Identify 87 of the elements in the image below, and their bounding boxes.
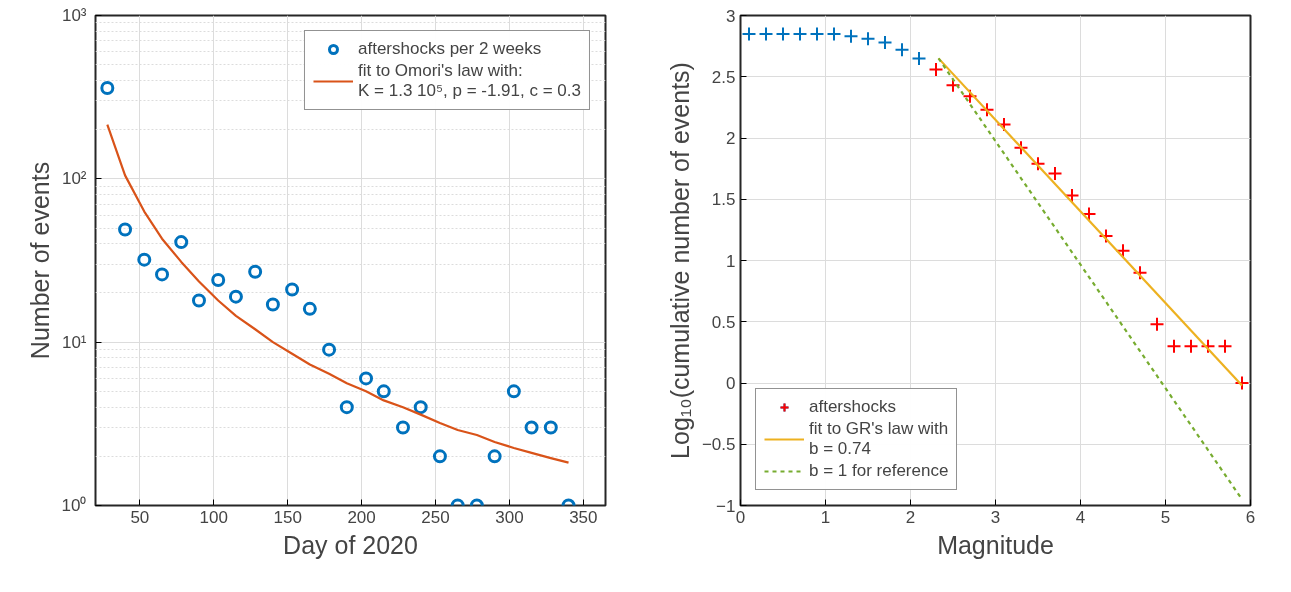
point [877, 34, 893, 50]
x-tick-label: 200 [347, 507, 376, 527]
point [432, 449, 447, 464]
point [911, 50, 927, 66]
point [339, 400, 354, 415]
point [1115, 243, 1131, 259]
x-axis-title: Magnitude [937, 530, 1054, 559]
y-tick-label: 10³ [61, 6, 87, 25]
point [741, 26, 757, 42]
x-tick-label: 3 [990, 507, 1001, 527]
point [174, 235, 189, 250]
y-tick-label: 1.5 [711, 190, 736, 210]
point [100, 80, 115, 95]
point [1166, 338, 1182, 354]
y-tick-label: 10⁰ [61, 496, 87, 515]
point [758, 26, 774, 42]
point [1132, 265, 1148, 281]
y-tick-label: 0.5 [711, 312, 736, 332]
x-tick-label: 5 [1160, 507, 1171, 527]
y-tick-label: −1 [716, 496, 736, 516]
point [928, 61, 944, 77]
x-axis-title: Day of 2020 [283, 530, 418, 559]
point [413, 400, 428, 415]
point [894, 42, 910, 58]
point [248, 264, 263, 279]
point [996, 117, 1012, 133]
y-tick-label: 10² [61, 169, 87, 189]
point [359, 371, 374, 386]
point [1234, 375, 1250, 391]
y-tick-label: 2 [726, 129, 736, 148]
point [1149, 316, 1165, 332]
point [1200, 338, 1216, 354]
point [137, 252, 152, 267]
point [809, 26, 825, 42]
point [118, 222, 133, 237]
point [228, 289, 243, 304]
point [775, 26, 791, 42]
point [1030, 156, 1046, 172]
point [1081, 206, 1097, 222]
point [191, 293, 206, 308]
x-tick-label: 350 [569, 507, 598, 527]
x-tick-label: 2 [905, 507, 916, 527]
point [506, 384, 521, 399]
x-tick-label: 1 [820, 507, 831, 527]
point [487, 449, 502, 464]
point [302, 301, 317, 316]
point [1013, 140, 1029, 156]
y-tick-label: −0.5 [701, 435, 736, 455]
point [1098, 228, 1114, 244]
point [211, 273, 226, 288]
point [860, 31, 876, 47]
x-tick-label: 6 [1245, 507, 1256, 527]
line-series [106, 123, 570, 464]
point [1047, 166, 1063, 182]
y-tick-label: 10¹ [61, 332, 87, 352]
point [826, 26, 842, 42]
x-tick-label: 300 [495, 507, 524, 527]
y-tick-label: 0 [726, 374, 736, 393]
point [155, 267, 170, 282]
x-tick-label: 250 [421, 507, 450, 527]
y-tick-label: 1 [726, 251, 736, 271]
point [843, 28, 859, 44]
y-axis-title: Log₁₀(cumulative number of events) [665, 62, 694, 459]
point [322, 342, 337, 357]
x-tick-label: 4 [1075, 507, 1086, 527]
point [395, 420, 410, 435]
x-tick-label: 50 [130, 507, 150, 527]
y-tick-label: 3 [726, 6, 736, 26]
point [1217, 338, 1233, 354]
x-tick-label: 150 [273, 507, 302, 527]
legend-label: fit to Omori's law with: K = 1.3 10⁵, p = -1.91, c = 0.3 [357, 61, 581, 101]
legend-label: b = 1 for reference [809, 461, 949, 481]
legend-label: aftershocks [809, 397, 896, 417]
point [265, 297, 280, 312]
legend-label: aftershocks per 2 weeks [357, 39, 542, 59]
y-axis-title: Number of events [25, 161, 54, 360]
point [285, 282, 300, 297]
point [962, 88, 978, 104]
x-tick-label: 100 [199, 507, 228, 527]
point [376, 384, 391, 399]
point [524, 420, 539, 435]
point [979, 102, 995, 118]
point [792, 26, 808, 42]
point [543, 420, 558, 435]
y-tick-label: 2.5 [711, 67, 736, 87]
point [1064, 188, 1080, 204]
point [1183, 338, 1199, 354]
